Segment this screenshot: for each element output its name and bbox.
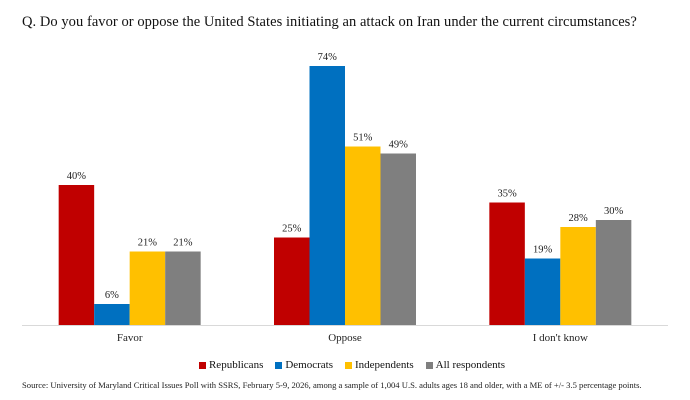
legend-item: Democrats (275, 359, 333, 371)
legend-swatch (275, 361, 283, 369)
bar-independents-oppose (345, 146, 381, 325)
data-label: 25% (282, 224, 302, 235)
bar-independents-i-don-t-know (560, 227, 596, 325)
legend-swatch (345, 361, 353, 369)
chart-title: Q. Do you favor or oppose the United Sta… (22, 14, 637, 30)
legend-label: Independents (355, 359, 414, 371)
data-label: 21% (138, 238, 158, 249)
bar-all-respondents-i-don-t-know (595, 220, 632, 325)
data-label: 30% (604, 206, 624, 217)
data-label: 35% (497, 189, 517, 200)
bar-democrats-oppose (309, 66, 345, 325)
legend-item: All respondents (425, 359, 506, 371)
legend-label: Democrats (285, 359, 334, 371)
bar-republicans-i-don-t-know (489, 202, 525, 325)
legend-swatch (425, 361, 433, 369)
bar-republicans-favor (58, 185, 95, 325)
data-label: 21% (173, 238, 193, 249)
data-label: 40% (67, 171, 87, 182)
legend-item: Republicans (198, 359, 264, 371)
category-label: Favor (117, 332, 143, 344)
category-label: Oppose (328, 332, 362, 344)
data-label: 51% (353, 133, 373, 144)
source-note: Source: University of Maryland Critical … (22, 380, 642, 390)
bar-democrats-i-don-t-know (524, 258, 561, 325)
legend-label: Republicans (208, 359, 264, 371)
bar-all-respondents-favor (165, 251, 201, 325)
bar-all-respondents-oppose (380, 153, 416, 325)
data-label: 28% (568, 213, 588, 224)
bar-republicans-oppose (274, 237, 310, 325)
bar-independents-favor (129, 251, 166, 325)
chart-legend: Republicans Democrats Independents All resp… (0, 359, 690, 371)
legend-label: All respondents (435, 359, 506, 371)
legend-item: Independents (345, 359, 414, 371)
category-label: I don't know (533, 332, 588, 344)
data-label: 6% (105, 290, 119, 301)
data-label: 74% (318, 52, 338, 63)
bar-democrats-favor (94, 304, 130, 325)
legend-swatch (198, 361, 206, 369)
data-label: 49% (389, 140, 409, 151)
data-label: 19% (533, 245, 553, 256)
